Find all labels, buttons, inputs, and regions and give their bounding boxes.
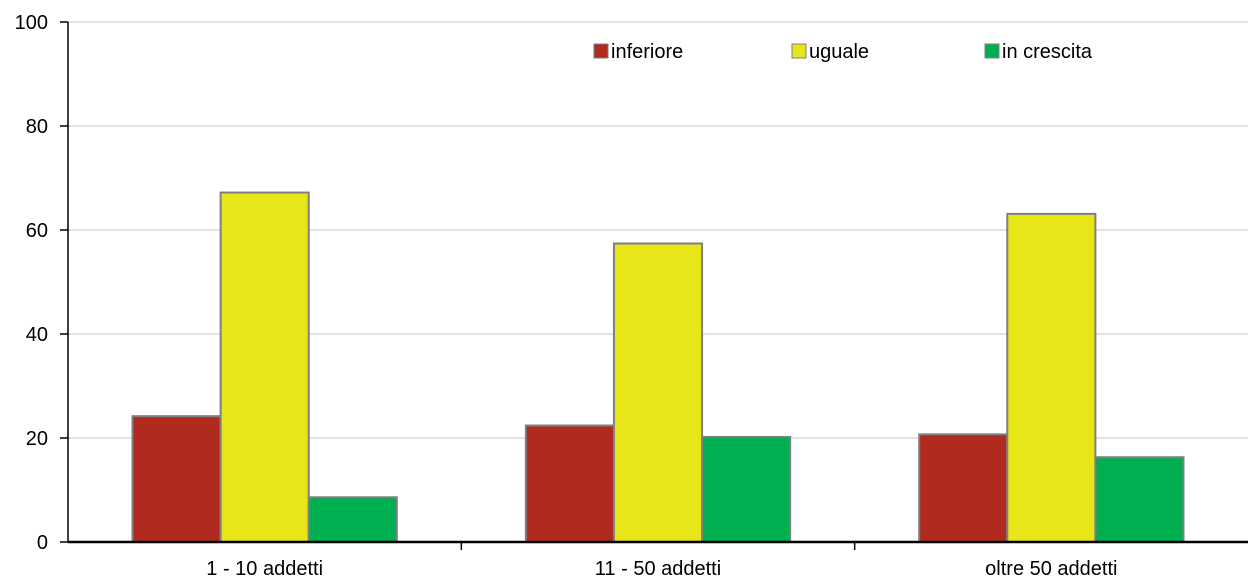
x-tick-label: 11 - 50 addetti [595, 558, 721, 580]
bar-inferiore-2 [524, 424, 615, 543]
y-axis-ticks: 0 20 40 60 80 100 [15, 12, 68, 554]
bar-inferiore-1 [131, 415, 222, 543]
bar-in-crescita-1 [307, 496, 398, 543]
bar-in-crescita-2 [701, 435, 792, 543]
bar-uguale-3 [1006, 212, 1097, 543]
y-tick-label: 40 [26, 324, 48, 346]
y-tick-label: 80 [26, 116, 48, 138]
legend: inferiore uguale in crescita [593, 41, 1093, 63]
x-tick-label: 1 - 10 addetti [206, 558, 323, 580]
axes [67, 22, 1248, 544]
legend-label-in-crescita: in crescita [1002, 41, 1093, 63]
legend-label-uguale: uguale [809, 41, 869, 63]
y-tick-label: 60 [26, 220, 48, 242]
x-tick-label: oltre 50 addetti [985, 558, 1117, 580]
legend-swatch-uguale [791, 43, 807, 59]
y-tick-label: 100 [15, 12, 48, 34]
legend-swatch-inferiore [593, 43, 609, 59]
bar-uguale-2 [612, 242, 704, 544]
legend-label-inferiore: inferiore [611, 41, 683, 63]
y-tick-label: 20 [26, 428, 48, 450]
bars [131, 191, 1185, 544]
bar-inferiore-3 [918, 433, 1009, 543]
bar-in-crescita-3 [1094, 456, 1185, 543]
legend-swatch-in-crescita [984, 43, 1000, 59]
x-axis-ticks: 1 - 10 addetti 11 - 50 addetti oltre 50 ad… [206, 542, 1117, 580]
y-tick-label: 0 [37, 532, 48, 554]
bar-uguale-1 [219, 191, 310, 543]
